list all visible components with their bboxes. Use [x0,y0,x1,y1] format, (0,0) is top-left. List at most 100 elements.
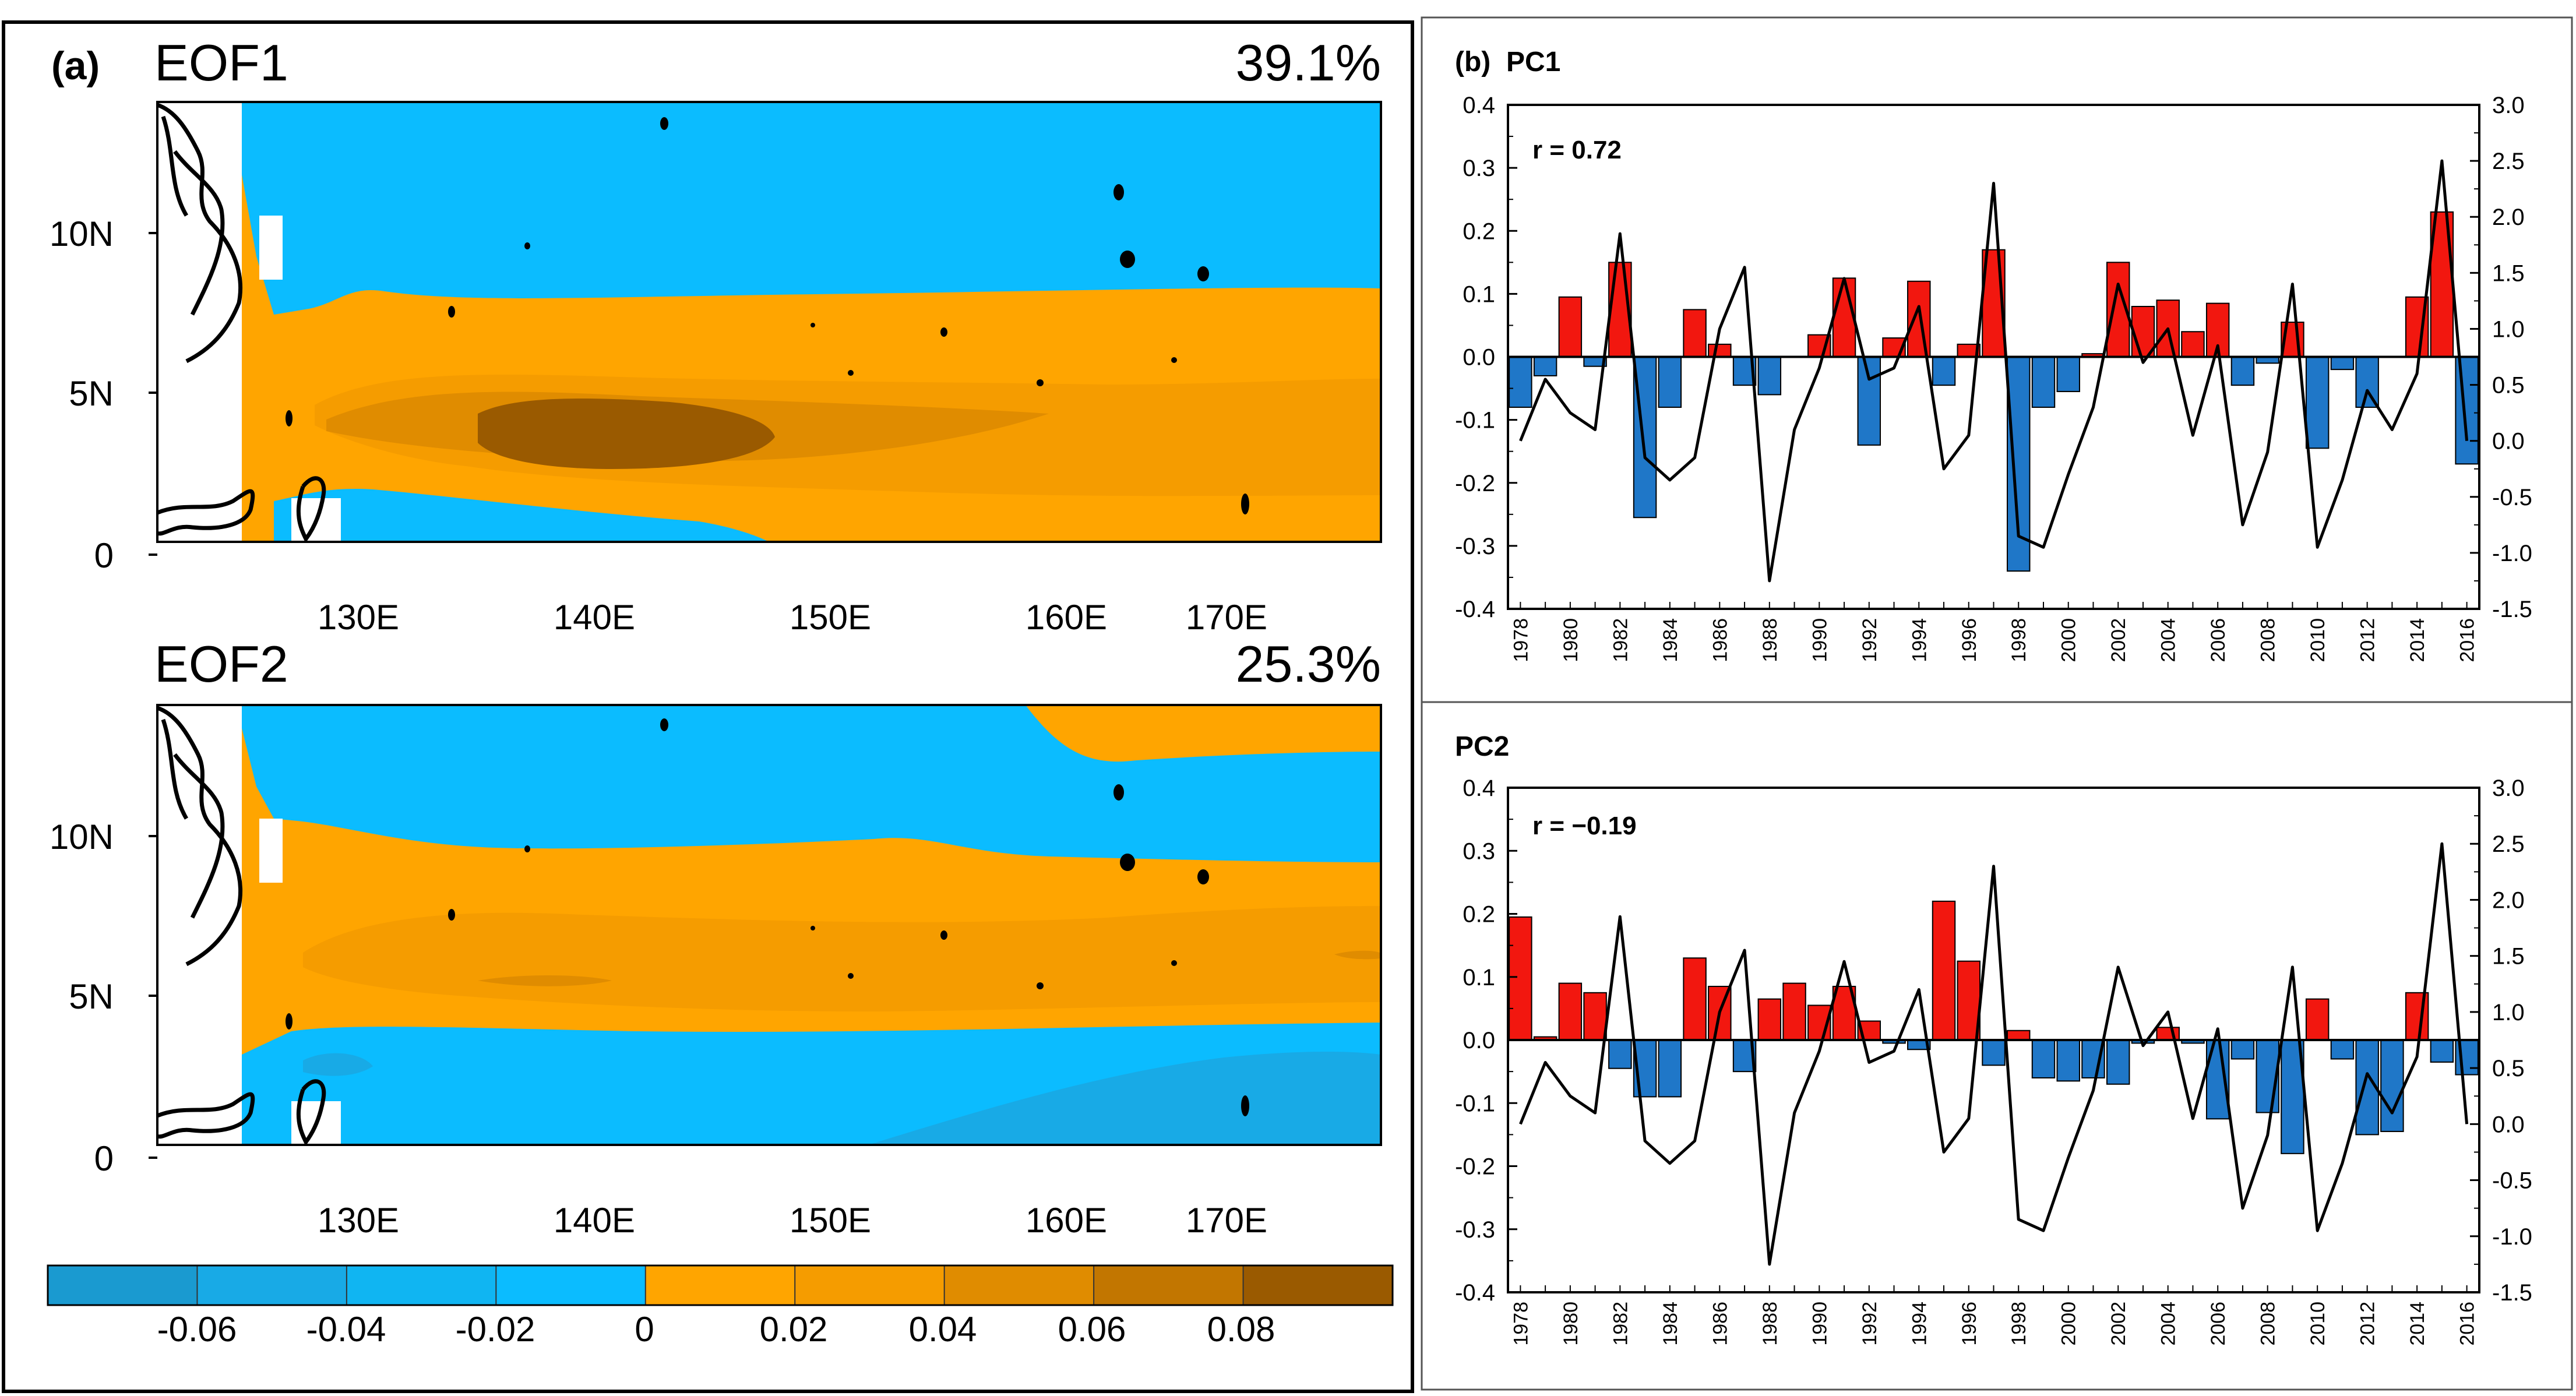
xtick-label: 2004 [2158,1302,2180,1346]
y2tick-label: 0.0 [2492,1112,2525,1137]
y2tick-label: -1.5 [2492,597,2532,622]
y2tick-label: -0.5 [2492,1168,2532,1194]
eof1-variance: 39.1% [1235,34,1381,91]
bar [1757,998,1782,1041]
xtick-label: 2006 [2207,618,2229,662]
xtick-label: 1982 [1609,1302,1631,1346]
island [848,973,854,979]
ytick-label: -0.4 [1455,597,1495,622]
colorbar-tick-label: 0.04 [909,1310,977,1349]
bar [2455,356,2479,465]
xtick-label: 1988 [1759,618,1781,662]
island [448,306,455,318]
eof2-contour-004 [478,950,1381,986]
xtick-label: 1996 [1958,1302,1981,1346]
island [524,242,530,249]
bar [2031,356,2056,408]
eof2-gap-1 [259,819,283,883]
pc2-panel-frame [1421,701,2573,1391]
eof2-map: EOF2 25.3% [50,635,1382,1240]
bar [1782,982,1806,1041]
eof1-islands [286,117,1249,514]
island [810,323,815,327]
xtick-label: 2006 [2207,1302,2229,1346]
eof2-contour-002 [303,906,1381,1011]
eof2-frame [156,704,1382,1146]
island [810,926,815,930]
ytick-label: 0.2 [1463,218,1495,244]
bar [1957,960,1981,1041]
pc2-title: PC2 [1455,731,1509,762]
eof2-negative-south-strong-2 [303,1053,373,1076]
eof2-title: EOF2 [154,635,288,693]
eof2-x-axis: 130E 140E 150E 160E 170E [318,1201,1267,1240]
island [1113,784,1124,801]
y2tick-label: -0.5 [2492,485,2532,510]
xtick-label: 130E [318,1201,399,1240]
xtick-label: 2012 [2357,1302,2379,1346]
ytick-label: 0.3 [1463,838,1495,864]
bar [2355,356,2379,408]
island [1037,379,1044,386]
xtick-label: 170E [1186,598,1267,637]
bar [1982,1039,2006,1066]
island [286,410,293,426]
ytick-label: -0.1 [1455,408,1495,433]
xtick-label: 2000 [2058,618,2080,662]
y2tick-label: 0.5 [2492,373,2525,399]
ytick-label: 0.1 [1463,965,1495,990]
bar [2305,998,2330,1041]
eof1-gap-1 [259,216,283,280]
bar [2330,1039,2355,1060]
colorbar-tick-label: 0.06 [1058,1310,1126,1349]
pc1-chart: 0.4 0.3 0.2 0.1 0.0 -0.1 -0.2 -0.3 -0.4 3.0 2.5 2.0… [1455,93,2532,662]
xtick-label: 1978 [1510,618,1532,662]
panel-b-label: (b) [1455,47,1490,77]
bar [1608,1039,1632,1069]
xtick-label: 2002 [2108,618,2130,662]
eof2-islands [286,718,1249,1116]
bar [1533,356,1557,376]
island [1120,854,1135,871]
colorbar-tick-label: 0 [635,1310,654,1349]
bar [2230,1039,2255,1060]
ytick-label: 0 [94,1139,114,1178]
bar [2305,356,2330,449]
bar [1509,916,1532,1041]
island [1197,266,1209,281]
eof2-negative-south-strong [868,1052,1381,1145]
y2tick-label: 3.0 [2492,775,2525,801]
bar [1558,296,1583,358]
ytick-label: 0.4 [1463,93,1495,118]
xtick-label: 1984 [1659,1302,1682,1346]
eof1-x-axis: 130E 140E 150E 160E 170E [318,598,1267,637]
colorbar-swatch [795,1265,945,1305]
eof1-frame [156,101,1382,543]
xtick-label: 1990 [1809,618,1831,662]
colorbar-swatch [1094,1265,1244,1305]
ytick-label: 0.1 [1463,281,1495,307]
bar [1583,992,1607,1041]
bar [2056,356,2080,392]
colorbar-frame [47,1264,1394,1306]
y2tick-label: 1.0 [2492,316,2525,342]
panel-a-frame [2,20,1414,1393]
xtick-label: 1994 [1908,618,1930,662]
colorbar-tick-label: 0.02 [760,1310,828,1349]
bar [2330,356,2355,371]
y2tick-label: 3.0 [2492,93,2525,118]
colorbar-tick-label: -0.02 [456,1310,535,1349]
xtick-label: 1982 [1609,618,1631,662]
pc1-title: PC1 [1506,47,1560,77]
ytick-label: 0.3 [1463,156,1495,181]
bar [2131,306,2155,358]
xtick-label: 2014 [2406,618,2429,662]
xtick-label: 150E [790,598,871,637]
xtick-label: 2002 [2108,1302,2130,1346]
ytick-label: -0.3 [1455,534,1495,559]
island [1241,493,1249,514]
eof2-variance: 25.3% [1235,635,1381,693]
colorbar-swatch [645,1265,795,1305]
xtick-label: 1986 [1709,618,1731,662]
colorbar-tick-label: -0.04 [306,1310,386,1349]
